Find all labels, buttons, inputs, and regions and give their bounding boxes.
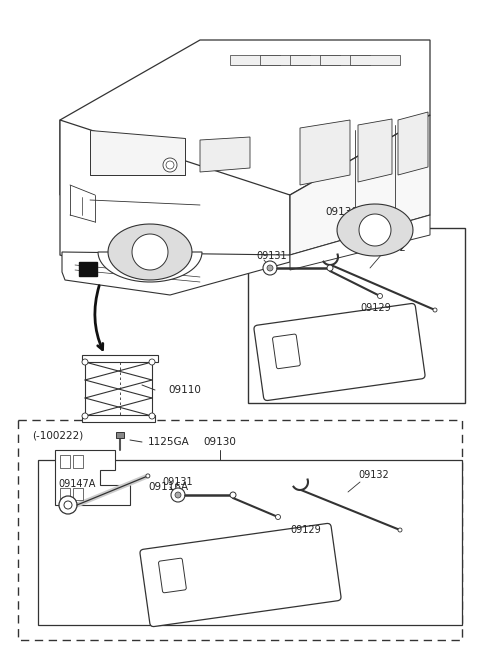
Bar (79, 262, 97, 276)
Circle shape (171, 488, 185, 502)
Polygon shape (90, 130, 185, 175)
Polygon shape (60, 40, 430, 195)
Text: 09110: 09110 (168, 385, 201, 395)
Circle shape (146, 474, 150, 478)
Polygon shape (350, 55, 400, 65)
Polygon shape (358, 119, 392, 182)
Polygon shape (132, 234, 168, 270)
Polygon shape (73, 455, 83, 468)
Circle shape (230, 492, 236, 498)
Polygon shape (260, 55, 310, 65)
Bar (248, 228, 465, 403)
Circle shape (276, 514, 280, 520)
Circle shape (59, 496, 77, 514)
Polygon shape (62, 252, 290, 295)
Polygon shape (290, 215, 430, 270)
Circle shape (398, 528, 402, 532)
Text: 09147A: 09147A (58, 479, 96, 489)
Circle shape (149, 359, 155, 365)
Polygon shape (108, 224, 192, 280)
Circle shape (64, 501, 72, 509)
Polygon shape (359, 214, 391, 246)
Polygon shape (116, 432, 124, 438)
Polygon shape (82, 415, 155, 422)
Polygon shape (98, 222, 202, 252)
Polygon shape (230, 55, 280, 65)
Bar (18, 420, 462, 640)
Polygon shape (82, 355, 158, 362)
Polygon shape (98, 252, 202, 282)
FancyBboxPatch shape (140, 523, 341, 626)
Polygon shape (320, 55, 370, 65)
Text: 09130: 09130 (325, 207, 358, 217)
FancyBboxPatch shape (158, 558, 186, 593)
Polygon shape (60, 455, 70, 468)
Text: (-100222): (-100222) (32, 430, 83, 440)
Text: 09130: 09130 (204, 437, 237, 447)
Circle shape (263, 261, 277, 275)
Circle shape (267, 265, 273, 271)
Polygon shape (73, 488, 83, 500)
Text: 1125GA: 1125GA (148, 437, 190, 447)
Polygon shape (300, 120, 350, 185)
Circle shape (175, 492, 181, 498)
Text: 09131: 09131 (162, 477, 192, 487)
Polygon shape (200, 137, 250, 172)
Text: 09131: 09131 (256, 251, 287, 261)
Polygon shape (290, 55, 340, 65)
Circle shape (327, 265, 333, 271)
Circle shape (377, 293, 383, 298)
Text: 09129: 09129 (360, 303, 391, 313)
Bar (38, 460, 462, 625)
Text: 09132: 09132 (375, 243, 406, 253)
Text: 09132: 09132 (358, 470, 389, 480)
Circle shape (433, 308, 437, 312)
FancyBboxPatch shape (273, 334, 300, 369)
Circle shape (166, 161, 174, 169)
FancyBboxPatch shape (254, 304, 425, 400)
Text: 09129: 09129 (290, 525, 321, 535)
Text: 09116A: 09116A (148, 482, 188, 492)
Polygon shape (60, 120, 290, 290)
Circle shape (163, 158, 177, 172)
Circle shape (149, 413, 155, 419)
Polygon shape (337, 204, 413, 256)
Circle shape (82, 413, 88, 419)
Polygon shape (398, 112, 428, 175)
Polygon shape (60, 488, 70, 500)
Polygon shape (55, 450, 130, 505)
Polygon shape (290, 115, 430, 255)
Circle shape (82, 359, 88, 365)
